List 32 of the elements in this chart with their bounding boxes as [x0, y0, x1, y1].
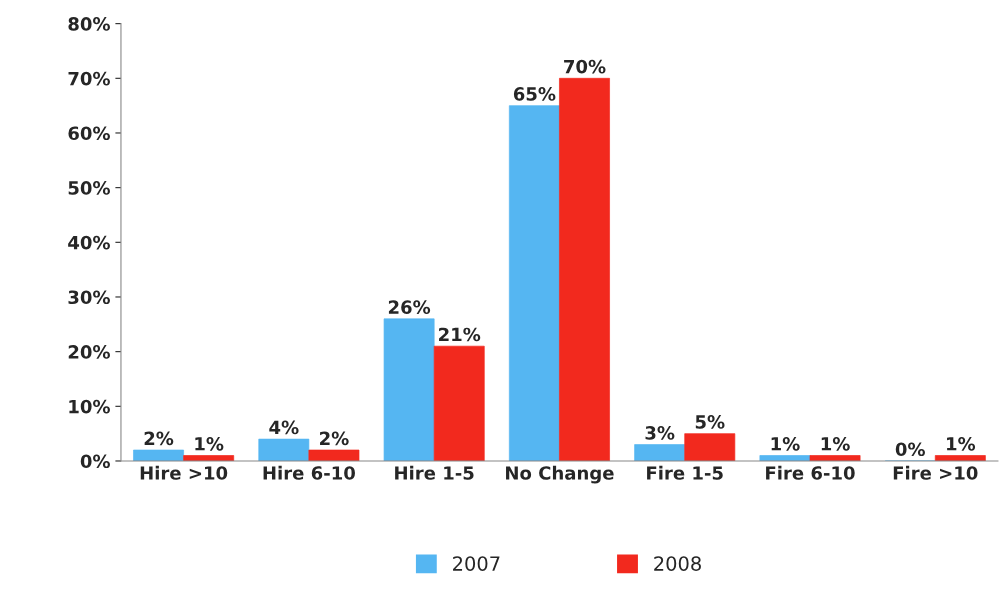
- data-label: 65%: [513, 87, 556, 101]
- data-label: 1%: [195, 436, 224, 451]
- y-tick-label: 40%: [68, 235, 110, 250]
- y-tick-label: 70%: [68, 71, 110, 86]
- x-tick-label: Hire >10: [140, 465, 228, 480]
- data-label: 1%: [821, 436, 850, 451]
- data-label: 1%: [947, 436, 976, 451]
- y-tick-label: 30%: [68, 290, 110, 305]
- y-tick-label: 20%: [68, 345, 110, 359]
- data-label: 0%: [895, 442, 925, 457]
- data-label: 21%: [439, 327, 481, 342]
- x-tick-label: Fire 6-10: [766, 465, 855, 480]
- x-tick-label: Hire 1-5: [395, 465, 474, 480]
- data-label: 4%: [269, 420, 299, 435]
- data-label: 70%: [564, 59, 606, 74]
- data-label: 5%: [695, 415, 725, 429]
- y-tick-label: 80%: [68, 17, 110, 31]
- y-tick-label: 10%: [69, 399, 110, 414]
- data-label: 26%: [388, 300, 431, 314]
- legend-label: 2008: [654, 556, 701, 571]
- x-tick-label: Fire 1-5: [647, 465, 723, 480]
- y-tick-label: 60%: [68, 126, 110, 141]
- data-label: 2%: [320, 431, 349, 446]
- data-label: 3%: [645, 426, 675, 440]
- x-tick-label: Fire >10: [893, 465, 978, 480]
- x-tick-label: No Change: [506, 465, 614, 484]
- data-label: 2%: [144, 431, 174, 446]
- y-tick-label: 0%: [80, 454, 110, 469]
- data-label: 1%: [771, 436, 800, 451]
- legend-label: 2007: [453, 556, 500, 571]
- y-tick-label: 50%: [68, 181, 110, 195]
- x-tick-label: Hire 6-10: [263, 465, 355, 480]
